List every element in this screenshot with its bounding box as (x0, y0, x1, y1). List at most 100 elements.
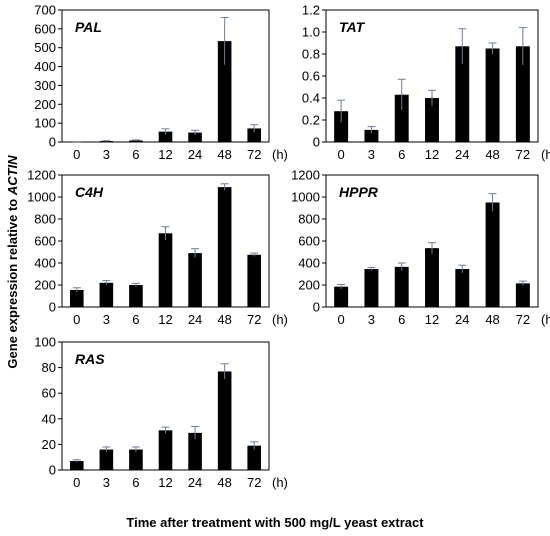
bar (485, 48, 500, 142)
x-tick-label: 3 (103, 312, 110, 327)
bar (247, 254, 262, 307)
x-unit-label: (h) (272, 312, 288, 327)
panel-title: HPPR (339, 184, 379, 200)
panel-title: PAL (75, 19, 102, 35)
bar (158, 430, 173, 470)
bar (69, 289, 84, 307)
y-tick-label: 80 (42, 360, 56, 375)
x-tick-label: 12 (158, 475, 172, 490)
y-tick-label: 400 (298, 256, 320, 271)
bar (247, 445, 262, 470)
bar (515, 46, 530, 142)
x-tick-label: 24 (188, 312, 202, 327)
x-unit-label: (h) (272, 475, 288, 490)
x-tick-label: 12 (158, 147, 172, 162)
x-tick-label: 6 (132, 312, 139, 327)
y-tick-label: 20 (42, 437, 56, 452)
y-tick-label: 100 (34, 335, 56, 350)
y-tick-label: 600 (34, 21, 56, 36)
y-tick-label: 200 (34, 278, 56, 293)
y-tick-label: 200 (34, 97, 56, 112)
bar (188, 253, 202, 307)
y-axis-title-prefix: Gene expression relative to (5, 195, 20, 368)
x-tick-label: 6 (132, 147, 139, 162)
y-tick-label: 600 (34, 234, 56, 249)
y-tick-label: 1.2 (302, 3, 320, 18)
y-tick-label: 600 (298, 234, 320, 249)
y-tick-label: 200 (298, 278, 320, 293)
y-tick-label: 1000 (27, 190, 56, 205)
x-tick-label: 72 (247, 475, 261, 490)
x-tick-label: 48 (217, 312, 231, 327)
panel-title: TAT (339, 19, 366, 35)
x-tick-label: 0 (73, 312, 80, 327)
x-tick-label: 72 (247, 147, 261, 162)
x-axis-title: Time after treatment with 500 mg/L yeast… (126, 515, 424, 530)
x-tick-label: 0 (338, 147, 345, 162)
y-tick-label: 0.2 (302, 113, 320, 128)
y-tick-label: 800 (34, 212, 56, 227)
y-tick-label: 300 (34, 78, 56, 93)
chart-panel-ras: 0 20 40 60 80 100 0 3 6 12 24 48 72 (h) RAS (34, 335, 288, 491)
x-tick-label: 3 (368, 312, 375, 327)
bar (364, 269, 379, 307)
bar (217, 41, 232, 142)
y-axis-title: Gene expression relative to ACTIN (5, 155, 20, 369)
x-tick-label: 72 (247, 312, 261, 327)
x-tick-label: 6 (132, 475, 139, 490)
x-unit-label: (h) (541, 312, 550, 327)
x-tick-label: 0 (338, 312, 345, 327)
bar (69, 461, 84, 470)
bar (129, 449, 143, 470)
bar (455, 46, 470, 142)
x-unit-label: (h) (541, 147, 550, 162)
x-tick-label: 48 (217, 147, 231, 162)
y-tick-label: 1000 (291, 190, 320, 205)
bar (247, 128, 262, 142)
bar (334, 286, 349, 307)
bar (99, 141, 114, 142)
bar (425, 248, 439, 307)
x-tick-label: 3 (103, 147, 110, 162)
x-tick-label: 24 (455, 312, 469, 327)
y-tick-label: 60 (42, 386, 56, 401)
bar (334, 111, 349, 142)
x-tick-label: 12 (158, 312, 172, 327)
panel-title: RAS (75, 351, 105, 367)
y-tick-label: 1200 (291, 168, 320, 183)
x-tick-label: 12 (425, 147, 439, 162)
x-tick-label: 24 (455, 147, 469, 162)
y-tick-label: 0 (313, 135, 320, 150)
y-axis-title-gene: ACTIN (5, 155, 20, 196)
y-tick-label: 0 (49, 300, 56, 315)
x-tick-label: 72 (516, 147, 530, 162)
y-tick-label: 100 (34, 116, 56, 131)
x-tick-label: 48 (485, 312, 499, 327)
x-tick-label: 48 (217, 475, 231, 490)
bar (158, 233, 173, 307)
bar (485, 202, 500, 307)
x-tick-label: 0 (73, 147, 80, 162)
y-tick-label: 800 (298, 212, 320, 227)
x-tick-label: 6 (398, 312, 405, 327)
x-tick-label: 0 (73, 475, 80, 490)
bar (515, 283, 530, 307)
x-unit-label: (h) (272, 147, 288, 162)
bar (455, 269, 470, 307)
x-tick-label: 3 (103, 475, 110, 490)
y-tick-label: 400 (34, 256, 56, 271)
bar (217, 371, 232, 470)
y-tick-label: 0.6 (302, 69, 320, 84)
bar (188, 432, 202, 470)
bar (99, 449, 114, 470)
y-tick-label: 0 (49, 463, 56, 478)
y-tick-label: 40 (42, 411, 56, 426)
x-tick-label: 48 (485, 147, 499, 162)
bar (364, 129, 379, 142)
y-tick-label: 400 (34, 59, 56, 74)
y-tick-label: 0 (49, 135, 56, 150)
chart-panel-c4h: 0 200 400 600 800 1000 1200 0 3 6 12 24 48 72 (h) C4H (27, 168, 288, 328)
bar (99, 282, 114, 307)
bar (217, 187, 232, 307)
